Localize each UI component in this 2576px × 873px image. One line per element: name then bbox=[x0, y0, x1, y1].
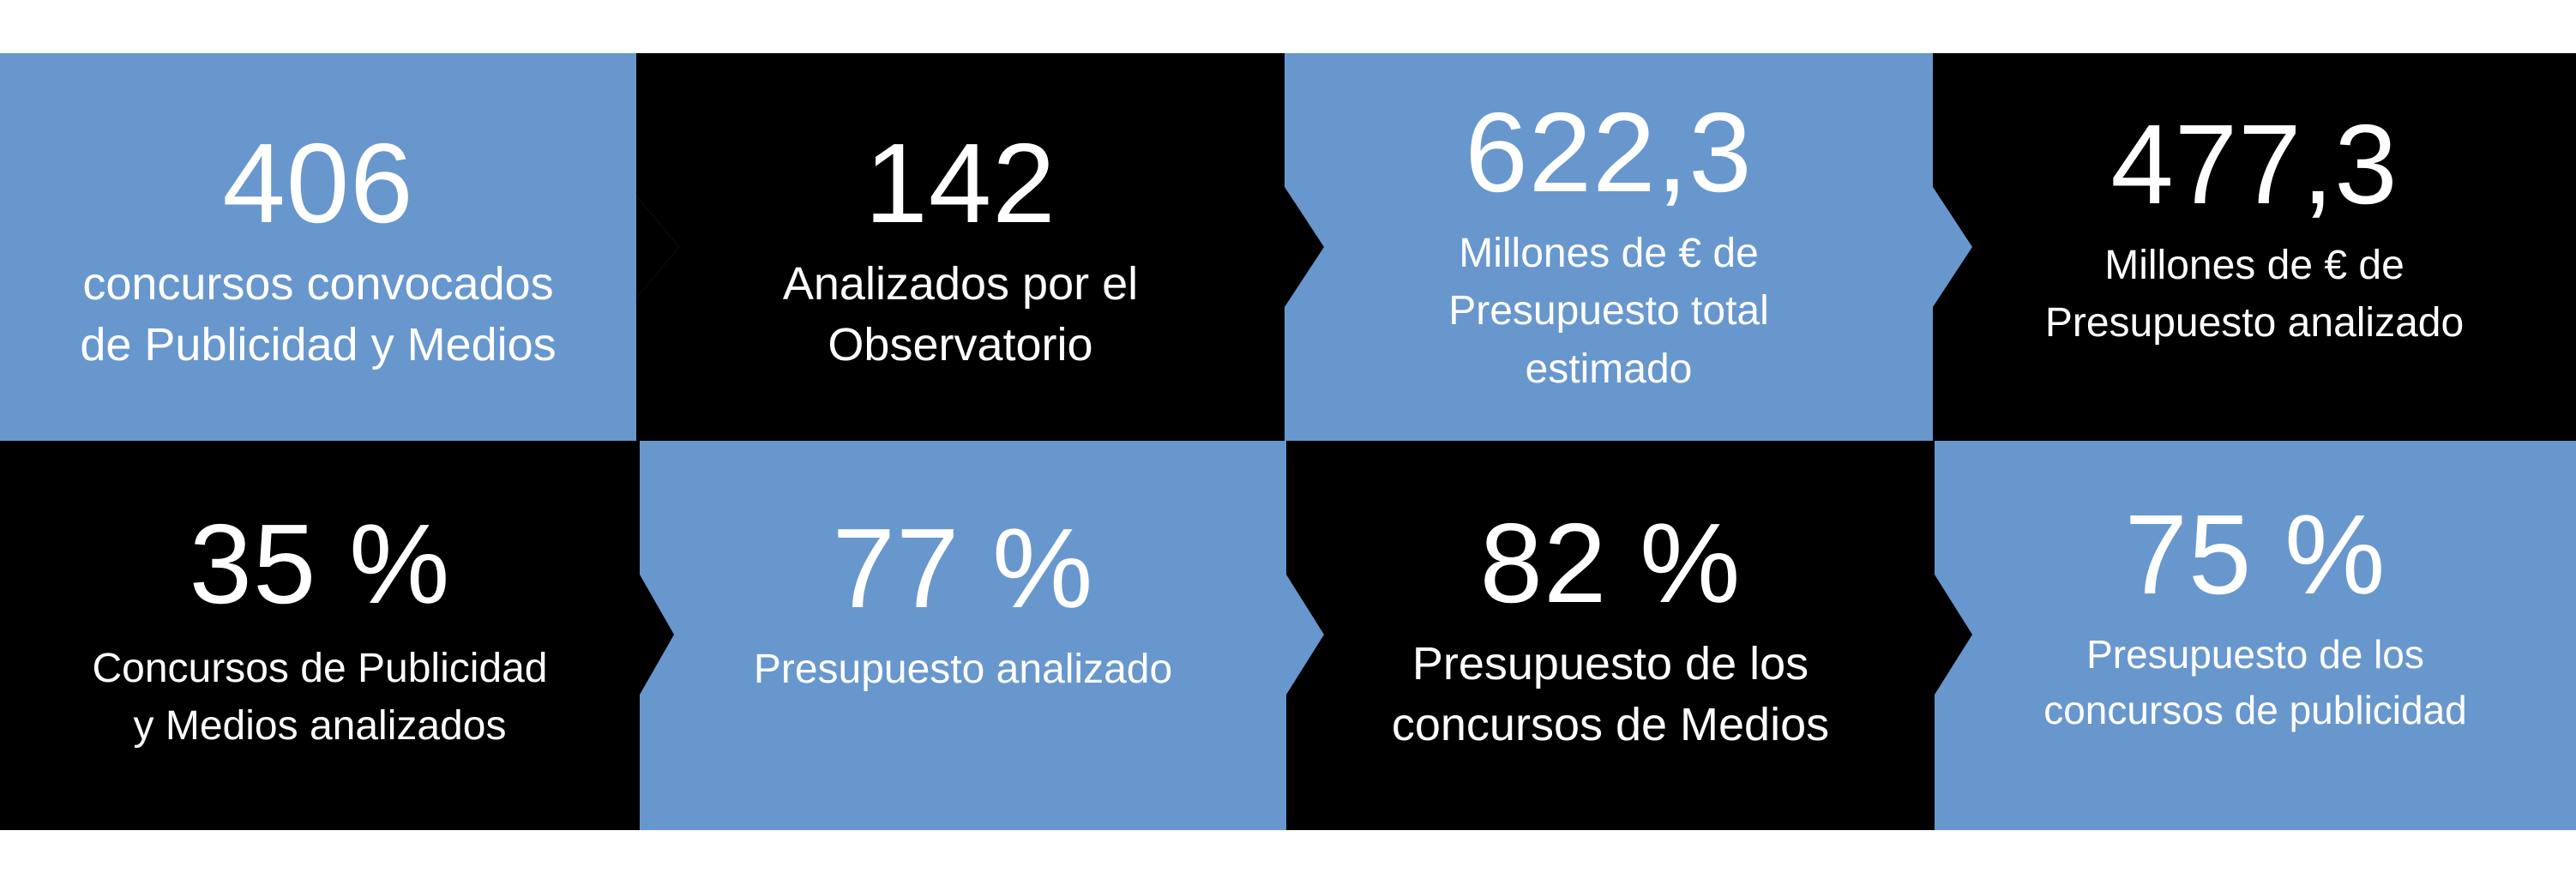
stat-label-line: Concursos de Publicidad bbox=[92, 645, 548, 691]
stat-label-line: Presupuesto total bbox=[1448, 288, 1769, 334]
chevron-right-arrow bbox=[636, 196, 679, 298]
stat-label: Millones de € de Presupuesto analizado bbox=[2045, 237, 2464, 352]
stat-value: 406 bbox=[222, 119, 414, 246]
stat-label-line: concursos convocados bbox=[82, 257, 554, 310]
stat-label: Presupuesto de los concursos de Medios bbox=[1392, 634, 1829, 756]
stat-label-line: concursos de Medios bbox=[1391, 699, 1830, 750]
stat-label-line: Analizados por el bbox=[782, 257, 1139, 310]
chevron-right-arrow bbox=[1935, 575, 1972, 695]
stat-label-line: Millones de € de bbox=[2104, 242, 2404, 288]
stat-label-line: y Medios analizados bbox=[133, 703, 507, 749]
stat-label-line: estimado bbox=[1525, 346, 1693, 392]
chevron-right-arrow bbox=[1285, 187, 1324, 307]
stat-tile-porcentaje-medios: 82 % Presupuesto de los concursos de Med… bbox=[1286, 441, 1935, 830]
stat-value: 82 % bbox=[1479, 499, 1742, 626]
stat-label-line: Presupuesto analizado bbox=[2044, 300, 2465, 346]
stat-label-line: Presupuesto analizado bbox=[753, 647, 1173, 693]
stat-tile-concursos-convocados: 406 concursos convocados de Publicidad y… bbox=[0, 53, 636, 441]
stat-label: Analizados por el Observatorio bbox=[783, 254, 1138, 376]
stat-tile-presupuesto-total: 622,3 Millones de € de Presupuesto total… bbox=[1285, 53, 1933, 441]
stat-label-line: concursos de publicidad bbox=[2043, 688, 2467, 732]
stat-label-line: Millones de € de bbox=[1459, 231, 1759, 277]
stat-label: Presupuesto analizado bbox=[754, 641, 1172, 698]
stat-label-line: Observatorio bbox=[828, 319, 1093, 370]
stat-tile-porcentaje-presupuesto: 77 % Presupuesto analizado bbox=[640, 441, 1286, 830]
stat-value: 142 bbox=[864, 119, 1056, 246]
stat-label: Millones de € de Presupuesto total estim… bbox=[1448, 225, 1769, 398]
stat-tile-analizados-observatorio: 142 Analizados por el Observatorio bbox=[636, 53, 1285, 441]
chevron-right-arrow bbox=[1286, 575, 1324, 695]
chevron-right-arrow bbox=[1933, 187, 1972, 307]
stat-value: 75 % bbox=[2124, 491, 2386, 617]
stat-value: 35 % bbox=[189, 500, 451, 627]
chevron-right-arrow bbox=[640, 575, 674, 695]
stat-value: 622,3 bbox=[1465, 89, 1753, 216]
stat-tile-presupuesto-analizado: 477,3 Millones de € de Presupuesto anali… bbox=[1933, 53, 2576, 441]
stat-label: concursos convocados de Publicidad y Med… bbox=[80, 254, 556, 376]
stat-label-line: de Publicidad y Medios bbox=[80, 319, 557, 370]
stat-label-line: Presupuesto de los bbox=[2086, 631, 2424, 677]
stat-tile-porcentaje-publicidad: 75 % Presupuesto de los concursos de pub… bbox=[1935, 441, 2576, 830]
stat-label: Concursos de Publicidad y Medios analiza… bbox=[93, 640, 548, 755]
stat-value: 77 % bbox=[832, 505, 1094, 632]
stat-tile-porcentaje-concursos: 35 % Concursos de Publicidad y Medios an… bbox=[0, 441, 640, 830]
stat-label-line: Presupuesto de los bbox=[1411, 637, 1809, 689]
stat-value: 477,3 bbox=[2110, 100, 2398, 227]
stat-label: Presupuesto de los concursos de publicid… bbox=[2043, 627, 2467, 739]
